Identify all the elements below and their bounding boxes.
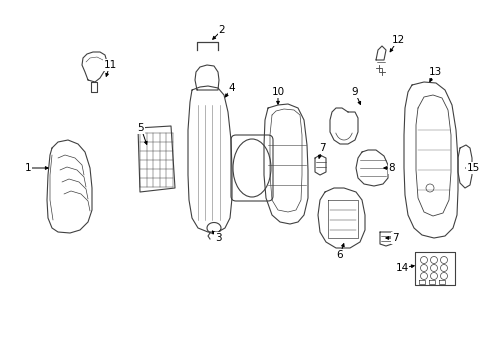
Text: 2: 2	[218, 25, 225, 35]
Text: 4: 4	[228, 83, 235, 93]
Text: 5: 5	[138, 123, 144, 133]
Text: 14: 14	[395, 263, 408, 273]
Text: 6: 6	[336, 250, 343, 260]
Text: 12: 12	[390, 35, 404, 45]
Text: 15: 15	[466, 163, 479, 173]
Text: 10: 10	[271, 87, 284, 97]
Text: 9: 9	[351, 87, 358, 97]
Text: 7: 7	[391, 233, 398, 243]
Text: 11: 11	[103, 60, 116, 70]
Text: 1: 1	[24, 163, 31, 173]
Text: 7: 7	[318, 143, 325, 153]
Text: 8: 8	[388, 163, 394, 173]
Text: 13: 13	[427, 67, 441, 77]
Text: 3: 3	[214, 233, 221, 243]
